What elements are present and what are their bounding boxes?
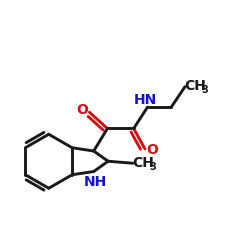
Text: O: O bbox=[76, 103, 88, 117]
Text: NH: NH bbox=[84, 175, 107, 189]
Text: 3: 3 bbox=[149, 162, 156, 172]
Text: O: O bbox=[146, 143, 158, 157]
Text: HN: HN bbox=[133, 93, 156, 107]
Text: 3: 3 bbox=[201, 85, 208, 95]
Text: CH: CH bbox=[184, 79, 206, 93]
Text: CH: CH bbox=[133, 156, 154, 170]
